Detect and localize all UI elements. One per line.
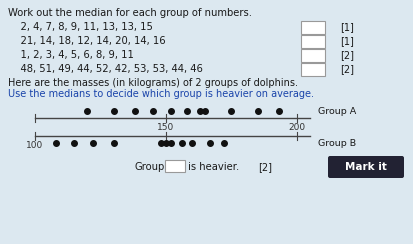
Text: [2]: [2] bbox=[339, 50, 353, 60]
Text: Work out the median for each group of numbers.: Work out the median for each group of nu… bbox=[8, 8, 252, 18]
Text: Group B: Group B bbox=[317, 139, 355, 148]
FancyBboxPatch shape bbox=[300, 34, 324, 48]
Text: 2, 4, 7, 8, 9, 11, 13, 13, 15: 2, 4, 7, 8, 9, 11, 13, 13, 15 bbox=[8, 22, 152, 32]
Text: [1]: [1] bbox=[339, 36, 353, 46]
Text: 150: 150 bbox=[157, 123, 174, 132]
Text: Use the medians to decide which group is heavier on average.: Use the medians to decide which group is… bbox=[8, 89, 313, 99]
Text: 1, 2, 3, 4, 5, 6, 8, 9, 11: 1, 2, 3, 4, 5, 6, 8, 9, 11 bbox=[8, 50, 133, 60]
Text: 100: 100 bbox=[26, 141, 43, 150]
FancyBboxPatch shape bbox=[300, 62, 324, 75]
Text: Here are the masses (in kilograms) of 2 groups of dolphins.: Here are the masses (in kilograms) of 2 … bbox=[8, 78, 297, 88]
FancyBboxPatch shape bbox=[165, 160, 185, 172]
Text: [2]: [2] bbox=[257, 162, 271, 172]
Text: 48, 51, 49, 44, 52, 42, 53, 53, 44, 46: 48, 51, 49, 44, 52, 42, 53, 53, 44, 46 bbox=[8, 64, 202, 74]
Text: [2]: [2] bbox=[339, 64, 353, 74]
FancyBboxPatch shape bbox=[327, 156, 403, 178]
Text: is heavier.: is heavier. bbox=[188, 162, 239, 172]
Text: Mark it: Mark it bbox=[344, 162, 386, 172]
FancyBboxPatch shape bbox=[300, 20, 324, 33]
Text: [1]: [1] bbox=[339, 22, 353, 32]
Text: 200: 200 bbox=[287, 123, 305, 132]
Text: 21, 14, 18, 12, 14, 20, 14, 16: 21, 14, 18, 12, 14, 20, 14, 16 bbox=[8, 36, 165, 46]
FancyBboxPatch shape bbox=[300, 49, 324, 61]
Text: Group A: Group A bbox=[317, 106, 356, 115]
Text: Group: Group bbox=[135, 162, 165, 172]
